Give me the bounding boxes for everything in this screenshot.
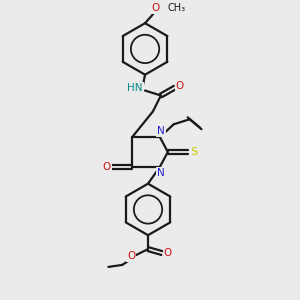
Text: HN: HN <box>128 82 143 93</box>
Text: O: O <box>152 3 160 13</box>
Text: O: O <box>164 248 172 258</box>
Text: O: O <box>127 251 135 261</box>
Text: N: N <box>157 168 165 178</box>
Text: N: N <box>157 126 165 136</box>
Text: O: O <box>176 81 184 91</box>
Text: O: O <box>102 162 110 172</box>
Text: CH₃: CH₃ <box>168 3 186 13</box>
Text: S: S <box>190 147 197 157</box>
